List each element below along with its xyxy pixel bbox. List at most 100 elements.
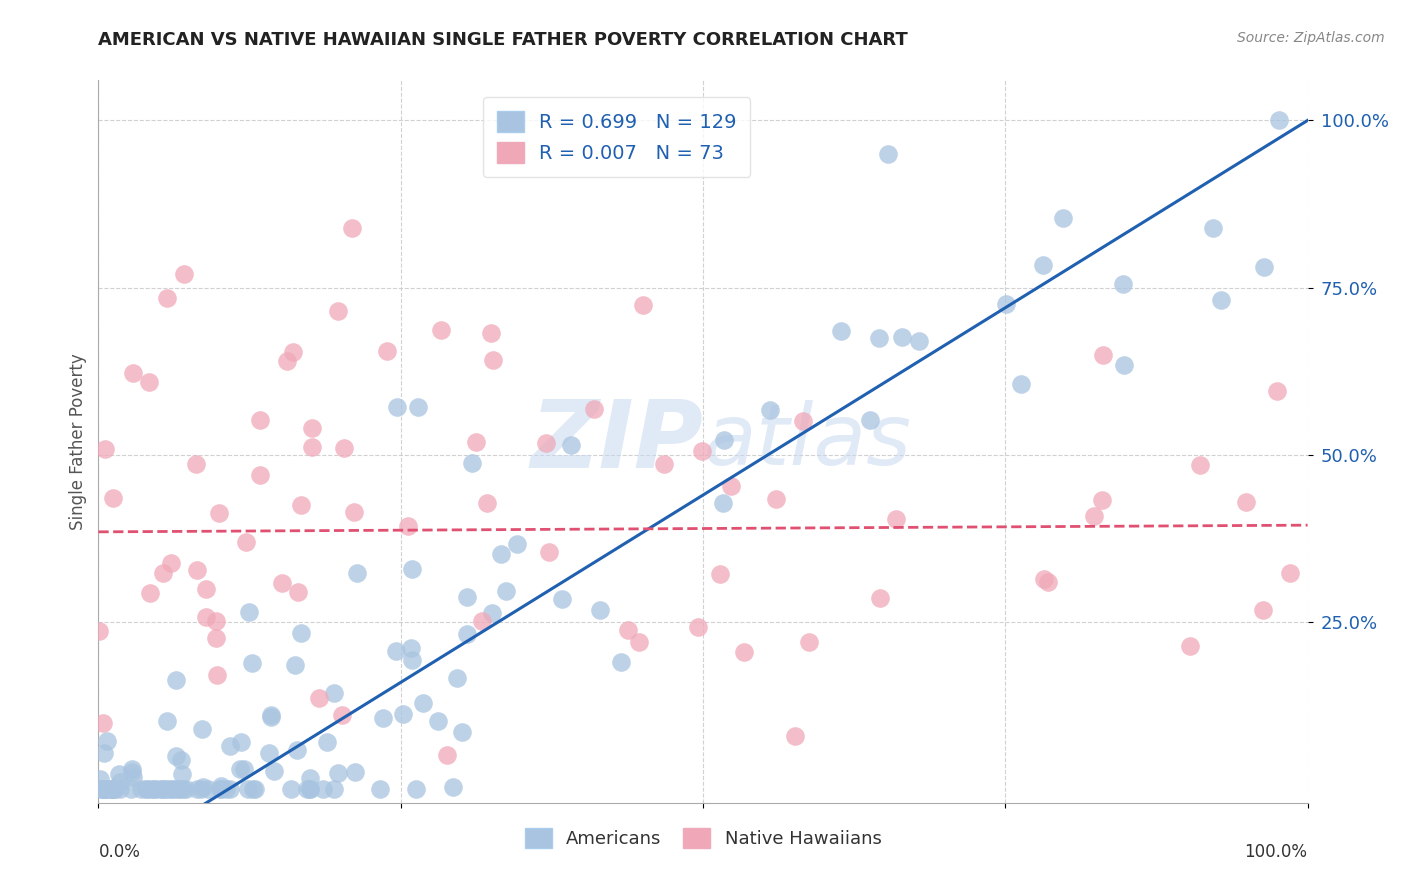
Point	[263, 764, 285, 778]
Point	[385, 400, 408, 414]
Text: 0.0%: 0.0%	[98, 843, 141, 861]
Point	[427, 714, 450, 728]
Point	[160, 782, 183, 797]
Point	[121, 765, 143, 780]
Point	[94, 782, 117, 797]
Point	[100, 782, 122, 797]
Point	[89, 772, 111, 786]
Point	[156, 714, 179, 729]
Point	[765, 491, 787, 506]
Point	[208, 506, 231, 520]
Point	[290, 498, 312, 512]
Point	[229, 735, 252, 749]
Point	[385, 644, 408, 658]
Point	[1279, 566, 1302, 581]
Point	[534, 436, 557, 450]
Point	[859, 413, 882, 427]
Point	[333, 441, 356, 455]
Point	[108, 782, 131, 797]
Point	[759, 403, 782, 417]
Point	[792, 414, 814, 428]
Point	[1265, 384, 1288, 398]
Point	[1234, 495, 1257, 509]
Point	[436, 747, 458, 762]
Point	[173, 267, 195, 281]
Point	[1091, 492, 1114, 507]
Point	[690, 444, 713, 458]
Text: atlas: atlas	[703, 400, 911, 483]
Point	[405, 782, 427, 797]
Point	[995, 297, 1018, 311]
Point	[709, 567, 731, 582]
Point	[451, 724, 474, 739]
Point	[108, 767, 131, 781]
Point	[299, 771, 322, 785]
Point	[312, 782, 335, 797]
Point	[209, 782, 232, 797]
Point	[616, 624, 638, 638]
Point	[197, 782, 219, 797]
Point	[232, 762, 254, 776]
Point	[195, 582, 218, 597]
Point	[396, 518, 419, 533]
Point	[456, 627, 478, 641]
Point	[582, 402, 605, 417]
Point	[243, 782, 266, 797]
Point	[720, 479, 742, 493]
Point	[191, 780, 214, 794]
Point	[121, 770, 143, 784]
Point	[301, 440, 323, 454]
Point	[465, 435, 488, 450]
Point	[209, 779, 232, 793]
Point	[101, 782, 124, 797]
Point	[120, 782, 142, 797]
Point	[316, 735, 339, 749]
Point	[163, 782, 186, 797]
Point	[371, 711, 394, 725]
Point	[249, 413, 271, 427]
Point	[481, 607, 503, 621]
Point	[172, 766, 194, 780]
Point	[326, 304, 349, 318]
Point	[186, 563, 208, 577]
Point	[96, 782, 118, 797]
Text: 100.0%: 100.0%	[1244, 843, 1308, 861]
Point	[375, 343, 398, 358]
Point	[471, 615, 494, 629]
Point	[877, 147, 900, 161]
Point	[610, 655, 633, 669]
Point	[167, 782, 190, 797]
Y-axis label: Single Father Poverty: Single Father Poverty	[69, 353, 87, 530]
Point	[260, 708, 283, 723]
Point	[169, 782, 191, 797]
Point	[295, 782, 318, 797]
Point	[155, 782, 177, 797]
Legend: Americans, Native Hawaiians: Americans, Native Hawaiians	[517, 821, 889, 855]
Point	[145, 782, 167, 797]
Point	[94, 782, 117, 797]
Point	[1188, 458, 1211, 472]
Point	[713, 434, 735, 448]
Point	[1253, 260, 1275, 274]
Point	[323, 782, 346, 797]
Point	[205, 631, 228, 645]
Point	[589, 603, 612, 617]
Point	[688, 620, 710, 634]
Point	[456, 590, 478, 604]
Text: Source: ZipAtlas.com: Source: ZipAtlas.com	[1237, 31, 1385, 45]
Point	[90, 782, 112, 797]
Point	[190, 782, 212, 797]
Point	[340, 221, 363, 235]
Point	[631, 298, 654, 312]
Point	[908, 334, 931, 348]
Point	[218, 739, 240, 753]
Point	[429, 323, 451, 337]
Point	[148, 782, 170, 797]
Point	[240, 657, 263, 671]
Point	[868, 331, 890, 345]
Point	[143, 782, 166, 797]
Point	[1032, 572, 1054, 586]
Point	[129, 782, 152, 797]
Text: ZIP: ZIP	[530, 395, 703, 488]
Point	[652, 457, 675, 471]
